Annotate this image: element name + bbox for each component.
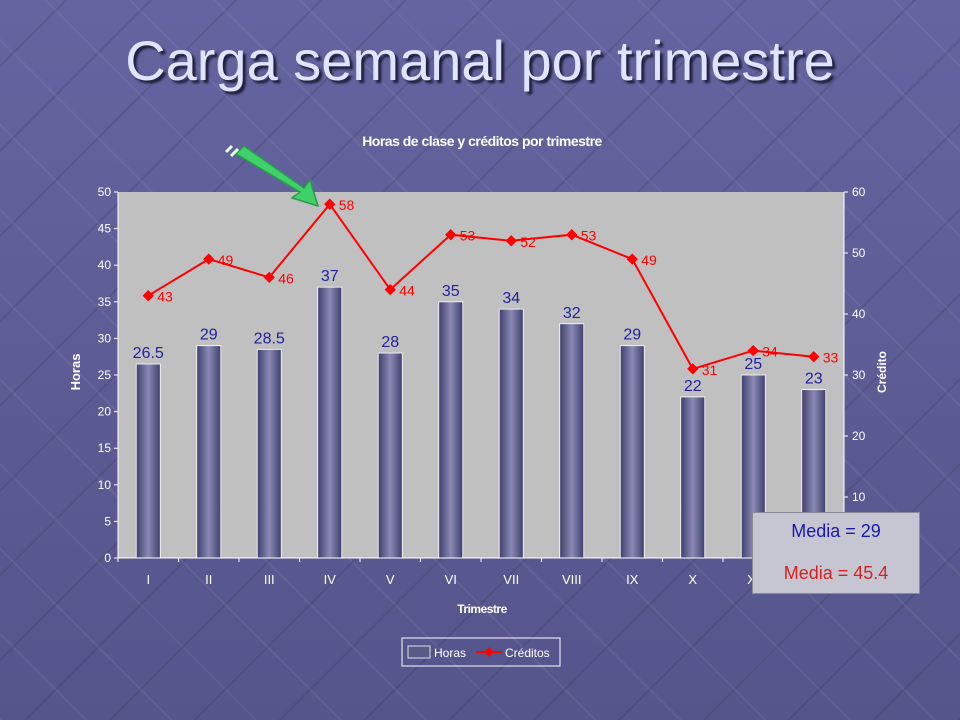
plot-area <box>118 192 844 558</box>
legend-label-creditos: Créditos <box>505 646 550 660</box>
bar <box>680 396 706 559</box>
chart-title: Horas de clase y créditos por trimestre <box>362 133 602 149</box>
bar-value-label: 35 <box>442 283 460 300</box>
line-point <box>445 229 457 241</box>
x-tick-label: VI <box>445 572 457 587</box>
left-tick-label: 0 <box>104 551 111 565</box>
bar <box>256 348 282 559</box>
highlight-arrow-icon <box>224 144 320 208</box>
left-tick-label: 45 <box>98 222 112 236</box>
bar-value-label: 28.5 <box>254 330 285 347</box>
right-tick-label: 60 <box>852 185 866 199</box>
bar <box>559 323 585 559</box>
bar <box>317 286 343 559</box>
line-value-label: 52 <box>520 234 536 250</box>
x-axis-title: Trimestre <box>457 602 507 616</box>
x-tick-label: IV <box>324 572 337 587</box>
x-tick-label: II <box>205 572 212 587</box>
media-creditos-label: Media = 45.4 <box>783 563 889 583</box>
left-tick-label: 35 <box>98 295 112 309</box>
x-tick-label: V <box>386 572 395 587</box>
bar <box>498 308 524 559</box>
left-tick-label: 30 <box>98 331 112 345</box>
y2-axis-title: Crédito <box>875 351 889 393</box>
left-tick-label: 5 <box>104 514 111 528</box>
x-tick-label: III <box>264 572 275 587</box>
creditos-line <box>147 202 814 371</box>
bar-value-label: 22 <box>684 378 702 395</box>
x-tick-label: VIII <box>562 572 582 587</box>
line-value-label: 34 <box>762 344 778 360</box>
left-tick-label: 20 <box>98 405 112 419</box>
left-tick-label: 10 <box>98 478 112 492</box>
line-point <box>142 290 154 302</box>
line-point <box>687 363 699 375</box>
x-tick-label: X <box>688 572 697 587</box>
bar-value-label: 26.5 <box>133 345 164 362</box>
bar-value-label: 29 <box>623 327 641 344</box>
line-point <box>808 351 820 363</box>
bar-value-label: 32 <box>563 305 581 322</box>
slide-title: Carga semanal por trimestre <box>125 29 835 92</box>
y-axis-title: Horas <box>68 354 83 391</box>
line-point <box>384 283 396 296</box>
line-value-label: 58 <box>339 197 355 213</box>
average-box: Media = 29 Media = 45.4 <box>752 512 920 594</box>
bar <box>135 363 161 559</box>
bar-value-label: 34 <box>502 290 520 307</box>
line-value-label: 49 <box>218 252 234 268</box>
line-point <box>626 253 638 265</box>
x-tick-label: VII <box>503 572 519 587</box>
legend-label-horas: Horas <box>434 646 466 660</box>
line-point <box>263 271 275 284</box>
line-point <box>566 229 578 241</box>
line-point <box>203 253 215 265</box>
line-value-label: 33 <box>823 350 839 366</box>
line-value-label: 53 <box>460 228 476 244</box>
bar <box>438 301 464 559</box>
right-tick-label: 30 <box>852 368 866 382</box>
legend-swatch-horas <box>407 645 431 659</box>
line-value-label: 49 <box>641 252 657 268</box>
right-tick-label: 10 <box>852 490 866 504</box>
x-tick-label: IX <box>626 572 639 587</box>
line-point <box>747 344 759 357</box>
right-tick-label: 20 <box>852 429 866 443</box>
left-tick-label: 40 <box>98 258 112 272</box>
left-tick-label: 15 <box>98 441 112 455</box>
right-tick-label: 40 <box>852 307 866 321</box>
line-point <box>324 198 336 210</box>
line-value-label: 31 <box>702 362 718 378</box>
bar <box>619 345 645 559</box>
line-value-label: 46 <box>278 270 294 286</box>
right-tick-label: 50 <box>852 246 866 260</box>
bar <box>196 345 222 559</box>
line-value-label: 44 <box>399 283 415 299</box>
left-tick-label: 50 <box>98 185 112 199</box>
left-tick-label: 25 <box>98 368 112 382</box>
bar-value-label: 37 <box>321 268 339 285</box>
line-value-label: 53 <box>581 228 597 244</box>
bar-value-label: 25 <box>744 356 762 373</box>
bar <box>377 352 403 559</box>
bar-value-label: 29 <box>200 327 218 344</box>
legend: Horas Créditos <box>401 637 561 667</box>
line-point <box>505 235 517 247</box>
bar-value-label: 23 <box>805 371 823 388</box>
x-tick-label: I <box>146 572 150 587</box>
line-value-label: 43 <box>157 289 173 305</box>
media-horas-label: Media = 29 <box>791 521 881 541</box>
legend-marker-creditos <box>484 647 494 657</box>
bar-value-label: 28 <box>381 334 399 351</box>
